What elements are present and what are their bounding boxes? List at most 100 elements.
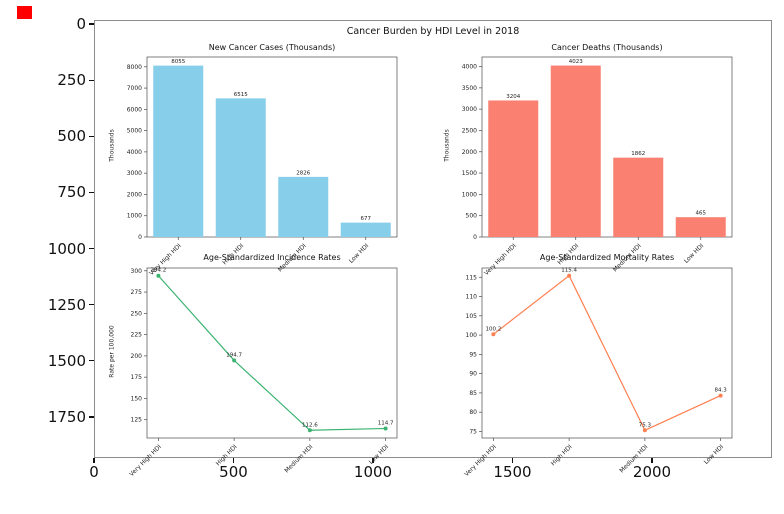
y-tick-label: 250 (131, 310, 143, 317)
y-tick-label: 3000 (127, 170, 142, 177)
y-tick-label: 0 (473, 234, 477, 241)
value-label: 4023 (569, 59, 583, 65)
outer-y-tick-label: 1250 (47, 295, 86, 314)
value-label: 114.7 (378, 420, 394, 426)
axes-frame (146, 267, 398, 439)
y-tick-label: 105 (466, 313, 478, 320)
y-tick-label: 300 (131, 268, 143, 275)
point-marker (567, 273, 572, 278)
outer-y-tick-label: 1000 (47, 239, 86, 258)
value-label: 75.3 (639, 422, 652, 428)
y-tick-label: 4000 (127, 149, 142, 156)
point-marker (383, 426, 388, 431)
outer-x-tick-label: 0 (89, 463, 99, 481)
value-label: 84.3 (715, 388, 728, 394)
outer-x-tick-mark (651, 458, 653, 463)
y-tick-label: 1000 (462, 191, 477, 198)
outer-y-tick-label: 1750 (47, 407, 86, 426)
subplot-title-deaths: Cancer Deaths (Thousands) (551, 43, 663, 52)
bar (278, 176, 329, 237)
outer-x-tick-mark (372, 458, 374, 463)
outer-y-tick-label: 0 (76, 15, 86, 33)
subplot-1: 0 500 1000 1500 2000 2500 3000 3500 4000 Very Hig… (462, 56, 733, 277)
value-label: 100.2 (486, 326, 502, 332)
x-tick-label: High HDI (556, 242, 580, 266)
subplot-2: 125 150 175 200 225 250 275 300 Very High HDI Hig… (128, 267, 398, 478)
y-tick-label: 5000 (127, 128, 142, 135)
axes-frame (146, 56, 398, 238)
y-tick-label: 115 (466, 274, 478, 281)
outer-x-tick-label: 1000 (353, 463, 393, 481)
x-tick-label: High HDI (550, 443, 574, 467)
point-marker (491, 332, 496, 337)
y-tick-label: 125 (131, 417, 143, 424)
y-tick-label: 80 (469, 409, 477, 416)
y-tick-label: 3000 (462, 106, 477, 113)
y-tick-label: 2000 (462, 149, 477, 156)
value-label: 194.7 (226, 352, 242, 358)
y-tick-label: 1000 (127, 213, 142, 220)
x-tick-label: Medium HDI (283, 443, 314, 474)
x-tick-label: Low HDI (368, 443, 391, 466)
line-path (157, 275, 386, 431)
y-tick-label: 275 (131, 289, 143, 296)
value-label: 2826 (296, 170, 310, 176)
outer-x-tick-mark (232, 458, 235, 463)
subplot-title-mortality-rates: Age-Standardized Mortality Rates (539, 253, 675, 262)
x-tick-label: Medium HDI (618, 443, 649, 474)
outer-y-tick-mark (89, 191, 94, 193)
x-tick-label: Very High HDI (483, 242, 518, 277)
y-tick-label: 150 (131, 395, 143, 402)
value-label: 294.2 (151, 268, 167, 274)
axes-frame (481, 267, 733, 439)
y-tick-label: 1500 (462, 170, 477, 177)
x-tick-label: High HDI (221, 242, 245, 266)
bar (153, 65, 204, 237)
red-marker (17, 6, 32, 19)
outer-axes-frame (94, 20, 772, 458)
outer-x-tick-label: 2000 (632, 463, 672, 481)
y-tick-label: 175 (131, 374, 143, 381)
bar (550, 65, 601, 237)
y-tick-label: 110 (466, 294, 478, 301)
bar (613, 157, 664, 237)
outer-y-tick-mark (89, 79, 94, 81)
outer-y-tick-mark (89, 247, 94, 250)
y-tick-label: 90 (469, 371, 477, 378)
point-marker (307, 428, 312, 433)
x-tick-label: Medium HDI (612, 242, 643, 273)
outer-y-tick-mark (89, 135, 94, 137)
y-tick-label: 100 (466, 332, 478, 339)
value-label: 677 (361, 216, 372, 222)
x-tick-label: Low HDI (348, 242, 371, 265)
y-tick-label: 0 (138, 234, 142, 241)
value-label: 8055 (171, 59, 185, 65)
value-label: 6515 (234, 92, 248, 98)
outer-x-tick-label: 1500 (493, 463, 532, 481)
y-tick-label: 7000 (127, 85, 142, 92)
bar (675, 217, 726, 237)
y-tick-label: 3500 (462, 85, 477, 92)
y-tick-label: 8000 (127, 64, 142, 71)
y-tick-label: 95 (469, 351, 477, 358)
y-tick-label: 6000 (127, 106, 142, 113)
point-marker (642, 428, 647, 433)
value-label: 3204 (506, 94, 520, 100)
y-tick-label: 225 (131, 332, 143, 339)
y-tick-label: 500 (466, 213, 478, 220)
value-label: 1862 (631, 151, 645, 157)
point-marker (156, 273, 161, 278)
y-tick-label: 200 (131, 353, 143, 360)
value-label: 112.6 (302, 422, 318, 428)
x-tick-label: Very High HDI (128, 443, 163, 478)
outer-x-tick-mark (511, 458, 514, 463)
outer-y-tick-mark (89, 23, 94, 25)
subplot-3: 75 80 85 90 95 100 105 110 115 Very High HDI High … (463, 267, 733, 478)
y-tick-label: 2500 (462, 127, 477, 134)
x-tick-label: Very High HDI (463, 443, 498, 478)
x-tick-label: Medium HDI (277, 242, 308, 273)
subplot-title-incidence-rates: Age-Standardized Incidence Rates (203, 253, 341, 262)
x-tick-label: High HDI (215, 443, 239, 467)
